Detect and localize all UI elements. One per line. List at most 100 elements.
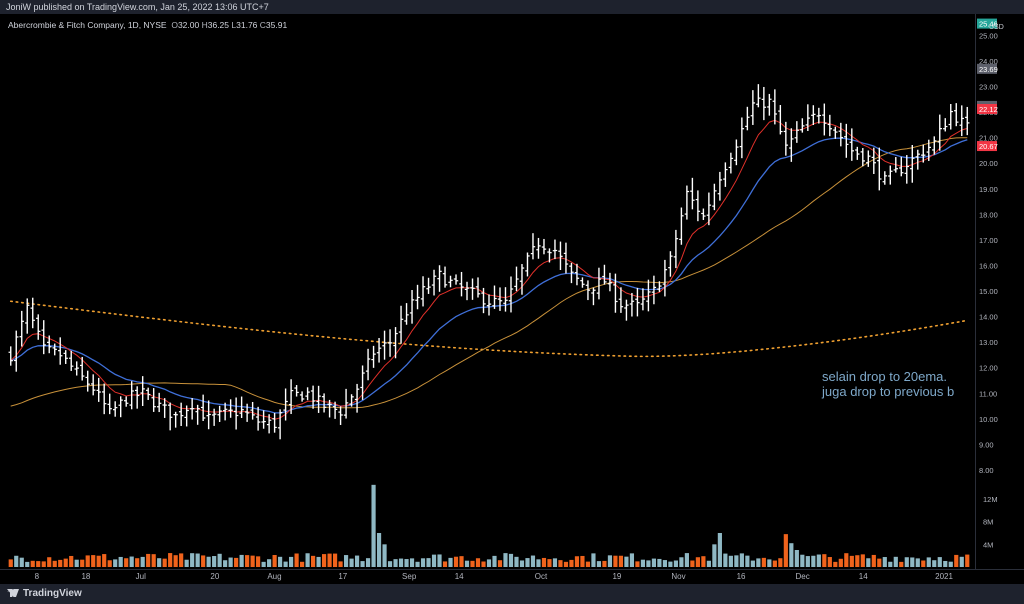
- time-tick-label: 17: [338, 572, 347, 581]
- price-tick-label: 24.00: [979, 57, 998, 66]
- volume-bar: [563, 561, 569, 567]
- volume-bar: [712, 544, 717, 567]
- volume-bar: [206, 556, 211, 567]
- legend-symbol: Abercrombie & Fitch Company, 1D, NYSE: [8, 20, 167, 30]
- footer-bar: [0, 584, 1024, 604]
- volume-bar: [19, 557, 24, 567]
- volume-bar: [321, 554, 327, 567]
- volume-bar: [932, 560, 937, 567]
- tradingview-logo[interactable]: TradingView: [7, 588, 82, 599]
- volume-bar: [585, 561, 591, 567]
- volume-bar: [871, 554, 876, 567]
- volume-bar: [789, 543, 794, 567]
- volume-bar: [343, 555, 349, 567]
- volume-bar: [74, 559, 79, 567]
- volume-bar: [717, 533, 722, 567]
- chart-pane[interactable]: [0, 14, 975, 569]
- chart-annotation[interactable]: selain drop to 20ema. juga drop to previ…: [822, 369, 954, 399]
- volume-bar: [635, 561, 640, 567]
- volume-bar: [888, 561, 893, 567]
- price-marker-box: [977, 63, 997, 74]
- volume-bar: [745, 555, 750, 567]
- volume-bar: [30, 560, 35, 567]
- volume-bar: [135, 558, 140, 567]
- volume-bar: [547, 559, 552, 567]
- ma-slow-line: [10, 137, 968, 409]
- volume-bar: [140, 556, 145, 567]
- time-tick-label: Aug: [267, 572, 281, 581]
- volume-bar: [63, 558, 68, 567]
- volume-bar: [349, 558, 354, 567]
- volume-bar: [855, 555, 860, 567]
- volume-bar: [761, 557, 766, 567]
- volume-bar: [102, 554, 107, 567]
- volume-bar: [453, 556, 459, 567]
- volume-bar: [668, 561, 673, 567]
- volume-bar: [580, 555, 585, 567]
- volume-bar: [305, 553, 310, 567]
- volume-bar: [827, 557, 832, 567]
- volume-bar: [646, 560, 651, 567]
- volume-bar: [893, 556, 898, 567]
- volume-bar: [629, 553, 635, 567]
- volume-bar: [426, 558, 431, 567]
- legend-open-value: 32.00: [177, 20, 200, 30]
- volume-bar: [420, 558, 426, 567]
- volume-bar: [382, 544, 387, 567]
- volume-bar: [118, 556, 123, 567]
- volume-bar: [157, 558, 162, 567]
- publisher-bar: [0, 0, 1024, 14]
- price-tick-label: 13.00: [979, 338, 998, 347]
- price-tick-label: 25.00: [979, 31, 998, 40]
- volume-bar: [558, 560, 563, 567]
- volume-bar: [866, 558, 871, 567]
- legend-low-key: L: [231, 20, 237, 30]
- volume-bar: [398, 558, 404, 567]
- volume-bar: [316, 556, 321, 567]
- volume-bar: [371, 484, 376, 567]
- volume-bar: [41, 561, 46, 567]
- volume-bar: [673, 560, 678, 567]
- tradingview-logo-icon: [7, 589, 19, 597]
- volume-bar: [151, 554, 156, 567]
- volume-bar: [162, 558, 167, 567]
- volume-bar: [91, 555, 96, 567]
- volume-bar: [173, 555, 178, 567]
- volume-bar: [530, 555, 536, 567]
- volume-bar: [85, 555, 90, 567]
- volume-bar: [338, 561, 343, 567]
- volume-bar: [228, 557, 233, 567]
- time-axis[interactable]: [0, 569, 1024, 584]
- legend-low-value: 31.76: [236, 20, 258, 30]
- volume-bar: [146, 553, 151, 567]
- time-tick-label: 18: [81, 572, 90, 581]
- legend-open-key: O: [171, 20, 178, 30]
- volume-bar: [959, 556, 964, 567]
- volume-bar: [234, 557, 239, 567]
- volume-bar: [794, 550, 799, 567]
- volume-bar: [882, 557, 887, 567]
- time-tick-label: 19: [612, 572, 621, 581]
- volume-bar: [778, 558, 783, 567]
- price-tick-label: 19.00: [979, 185, 998, 194]
- volume-bar: [459, 556, 464, 567]
- volume-bar: [69, 555, 74, 567]
- volume-bar: [695, 557, 700, 567]
- volume-bar: [541, 557, 547, 567]
- tradingview-brand: TradingView: [23, 588, 82, 599]
- volume-bar: [965, 554, 970, 567]
- annotation-line-1: selain drop to 20ema.: [822, 369, 948, 384]
- volume-bar: [168, 553, 173, 567]
- volume-bar: [223, 560, 228, 567]
- price-tick-label: 16.00: [979, 261, 998, 270]
- volume-bar: [404, 559, 409, 567]
- volume-bar: [651, 558, 657, 567]
- volume-bar: [844, 553, 849, 567]
- volume-bar: [124, 558, 129, 567]
- volume-bar: [822, 554, 827, 567]
- volume-bar: [756, 558, 761, 567]
- price-tick-label: 8.00: [979, 466, 994, 475]
- volume-bar: [701, 556, 706, 567]
- volume-bar: [129, 556, 134, 567]
